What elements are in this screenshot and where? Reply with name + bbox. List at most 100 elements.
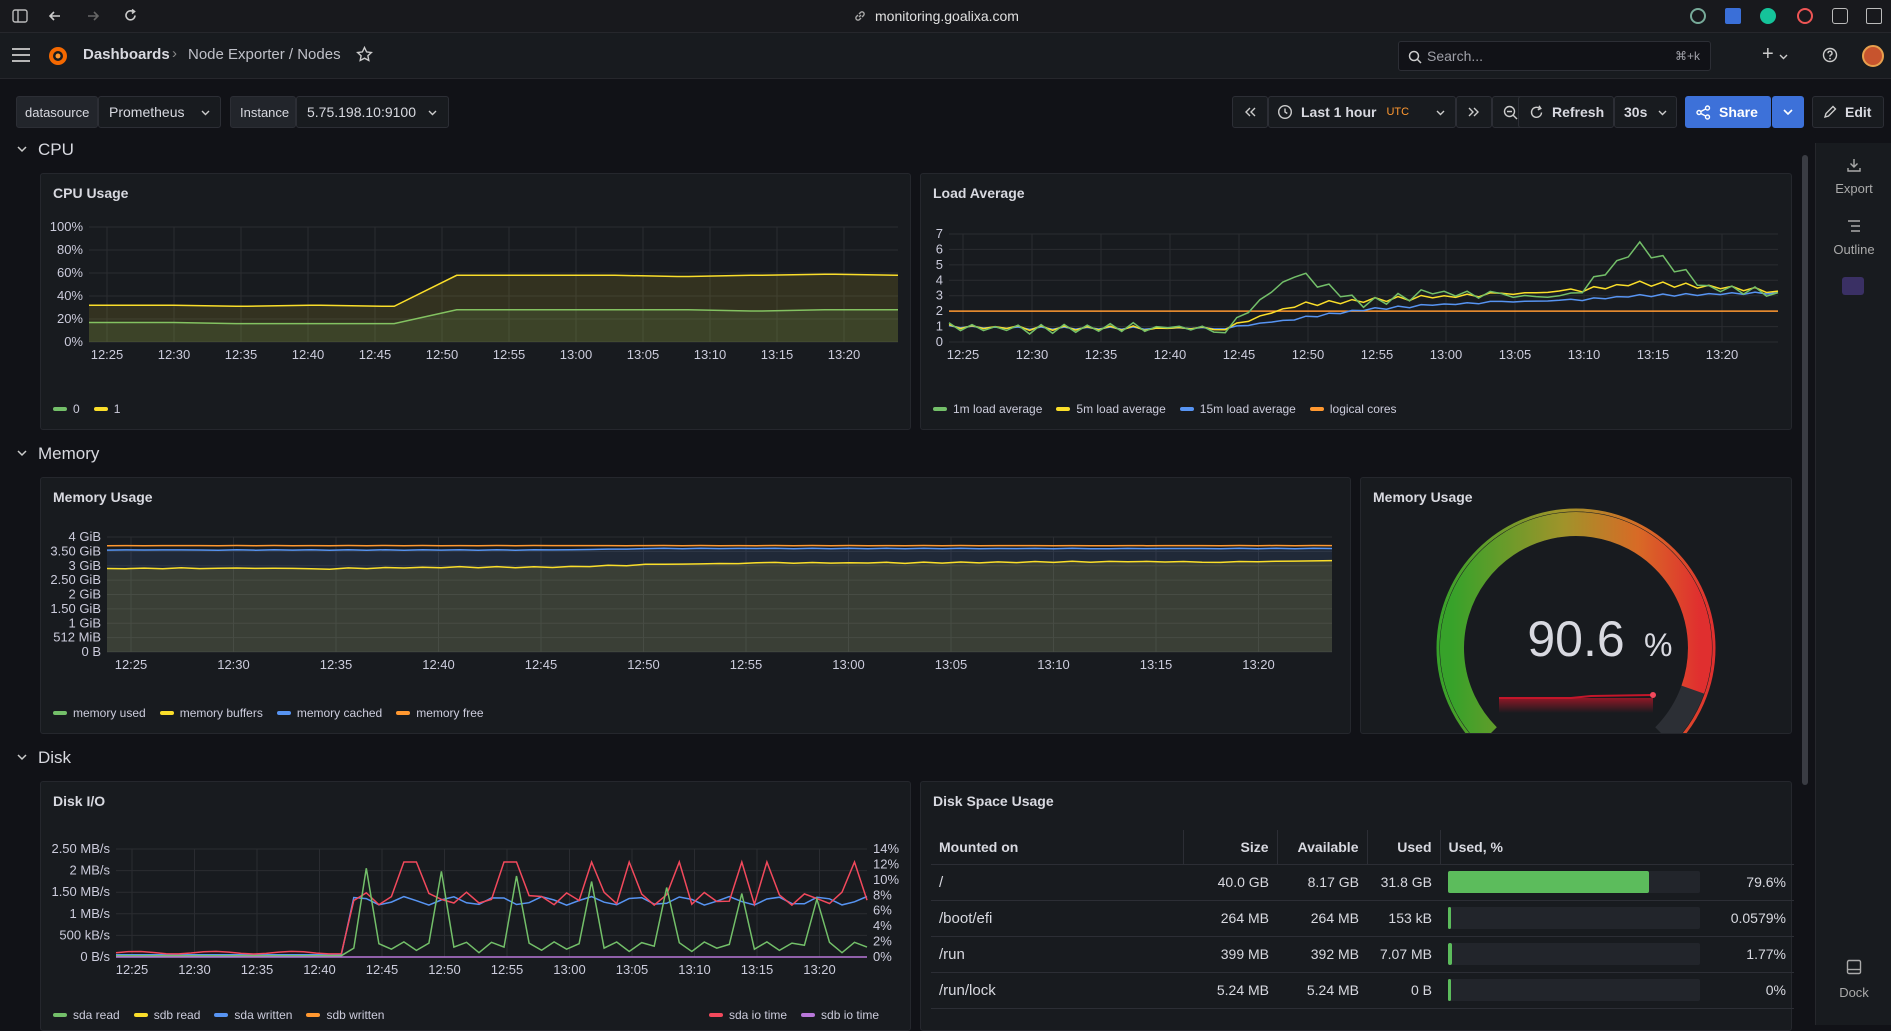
section-memory[interactable]: Memory <box>38 444 99 464</box>
x-tick-label: 13:00 <box>1430 347 1463 362</box>
time-shift-back-button[interactable] <box>1232 96 1268 128</box>
series-line-sda-read <box>116 868 867 956</box>
legend-item[interactable]: sda read <box>73 1008 120 1022</box>
collapse-chevron-icon[interactable] <box>17 754 27 761</box>
legend-item[interactable]: 0 <box>73 402 80 416</box>
legend-item[interactable]: memory free <box>416 706 483 720</box>
section-cpu[interactable]: CPU <box>38 140 74 160</box>
sidebar-toggle-icon[interactable] <box>12 9 28 23</box>
table-cell: 5.24 MB <box>1277 972 1367 1008</box>
time-shift-forward-button[interactable] <box>1456 96 1492 128</box>
y-tick-label: 1 MB/s <box>70 906 111 921</box>
reload-icon[interactable] <box>123 8 138 23</box>
y-tick-label: 80% <box>57 242 83 257</box>
reader-icon[interactable] <box>1832 8 1848 24</box>
column-header[interactable]: Size <box>1183 830 1277 864</box>
grammarly-icon[interactable] <box>1760 8 1776 24</box>
outline-icon[interactable] <box>1846 219 1862 233</box>
search-placeholder: Search... <box>1427 48 1483 64</box>
column-header[interactable]: Used, % <box>1440 830 1794 864</box>
back-icon[interactable] <box>48 9 62 23</box>
legend-item[interactable]: memory buffers <box>180 706 263 720</box>
user-avatar[interactable] <box>1862 45 1884 67</box>
panel-title[interactable]: CPU Usage <box>53 185 128 201</box>
x-tick-label: 13:00 <box>832 657 865 672</box>
legend-swatch <box>801 1013 815 1017</box>
breadcrumb-dashboards[interactable]: Dashboards <box>83 46 170 63</box>
legend-item[interactable]: logical cores <box>1330 402 1397 416</box>
refresh-button[interactable]: Refresh <box>1518 96 1614 128</box>
scrollbar[interactable] <box>1802 155 1808 785</box>
forward-icon[interactable] <box>86 9 100 23</box>
help-icon[interactable] <box>1822 47 1838 63</box>
column-header[interactable]: Used <box>1367 830 1440 864</box>
y-tick-label: 6 <box>936 241 943 256</box>
outline-label[interactable]: Outline <box>1826 242 1882 257</box>
panel-title[interactable]: Memory Usage <box>1373 489 1473 505</box>
panel-title[interactable]: Load Average <box>933 185 1025 201</box>
legend-item[interactable]: 1 <box>114 402 121 416</box>
column-header[interactable]: Available <box>1277 830 1367 864</box>
datasource-select[interactable]: Prometheus <box>98 96 221 128</box>
translate-icon[interactable] <box>1725 8 1741 24</box>
export-label[interactable]: Export <box>1830 181 1878 196</box>
breadcrumb-separator: › <box>172 45 177 62</box>
legend-swatch <box>396 711 410 715</box>
share-button[interactable]: Share <box>1685 96 1771 128</box>
menu-icon[interactable] <box>12 48 30 62</box>
x-tick-label: 12:55 <box>730 657 763 672</box>
edit-button[interactable]: Edit <box>1812 96 1884 128</box>
y2-tick-label: 2% <box>873 934 892 949</box>
export-icon[interactable] <box>1846 157 1862 173</box>
add-button[interactable]: + <box>1762 43 1774 66</box>
dock-icon[interactable] <box>1846 959 1862 975</box>
legend-item[interactable]: sda io time <box>729 1008 787 1022</box>
legend-swatch <box>53 1013 67 1017</box>
address-bar-url[interactable]: monitoring.goalixa.com <box>875 8 1019 24</box>
dock-label[interactable]: Dock <box>1830 985 1878 1000</box>
x-tick-label: 13:15 <box>741 962 774 977</box>
x-tick-label: 13:20 <box>803 962 836 977</box>
extension-icon[interactable] <box>1690 8 1706 24</box>
y-tick-label: 2 <box>936 303 943 318</box>
column-header[interactable]: Mounted on <box>931 830 1183 864</box>
legend-item[interactable]: memory used <box>73 706 146 720</box>
split-view-icon[interactable] <box>1866 8 1882 24</box>
usage-bar <box>1448 871 1700 893</box>
collapse-chevron-icon[interactable] <box>17 146 27 153</box>
panel-title[interactable]: Disk Space Usage <box>933 793 1054 809</box>
collapse-chevron-icon[interactable] <box>17 450 27 457</box>
legend-item[interactable]: sda written <box>234 1008 292 1022</box>
edit-label: Edit <box>1845 104 1871 120</box>
star-icon[interactable] <box>356 46 373 63</box>
usage-bar-cell: 0.0579% <box>1448 907 1786 929</box>
y2-tick-label: 4% <box>873 918 892 933</box>
grafana-logo-icon[interactable] <box>46 44 70 68</box>
extension-icon[interactable] <box>1842 277 1864 295</box>
x-tick-label: 12:35 <box>225 347 258 362</box>
legend-item[interactable]: sdb io time <box>821 1008 879 1022</box>
y-tick-label: 4 <box>936 272 943 287</box>
panel-title[interactable]: Memory Usage <box>53 489 153 505</box>
panel-title[interactable]: Disk I/O <box>53 793 105 809</box>
instance-select[interactable]: 5.75.198.10:9100 <box>296 96 449 128</box>
search-input[interactable]: Search... ⌘+k <box>1398 41 1711 71</box>
legend-item[interactable]: sdb written <box>326 1008 384 1022</box>
extension-red-icon[interactable] <box>1797 8 1813 24</box>
refresh-interval-select[interactable]: 30s <box>1614 96 1677 128</box>
breadcrumb-current: Node Exporter / Nodes <box>188 46 341 63</box>
section-disk[interactable]: Disk <box>38 748 71 768</box>
legend-item[interactable]: 5m load average <box>1076 402 1165 416</box>
legend-item[interactable]: 15m load average <box>1200 402 1296 416</box>
legend-swatch <box>1310 407 1324 411</box>
legend-item[interactable]: sdb read <box>154 1008 201 1022</box>
x-tick-label: 12:40 <box>422 657 455 672</box>
time-range-picker[interactable]: Last 1 hour UTC <box>1268 96 1456 128</box>
share-dropdown-button[interactable] <box>1772 96 1804 128</box>
legend-item[interactable]: memory cached <box>297 706 382 720</box>
legend-item[interactable]: 1m load average <box>953 402 1042 416</box>
